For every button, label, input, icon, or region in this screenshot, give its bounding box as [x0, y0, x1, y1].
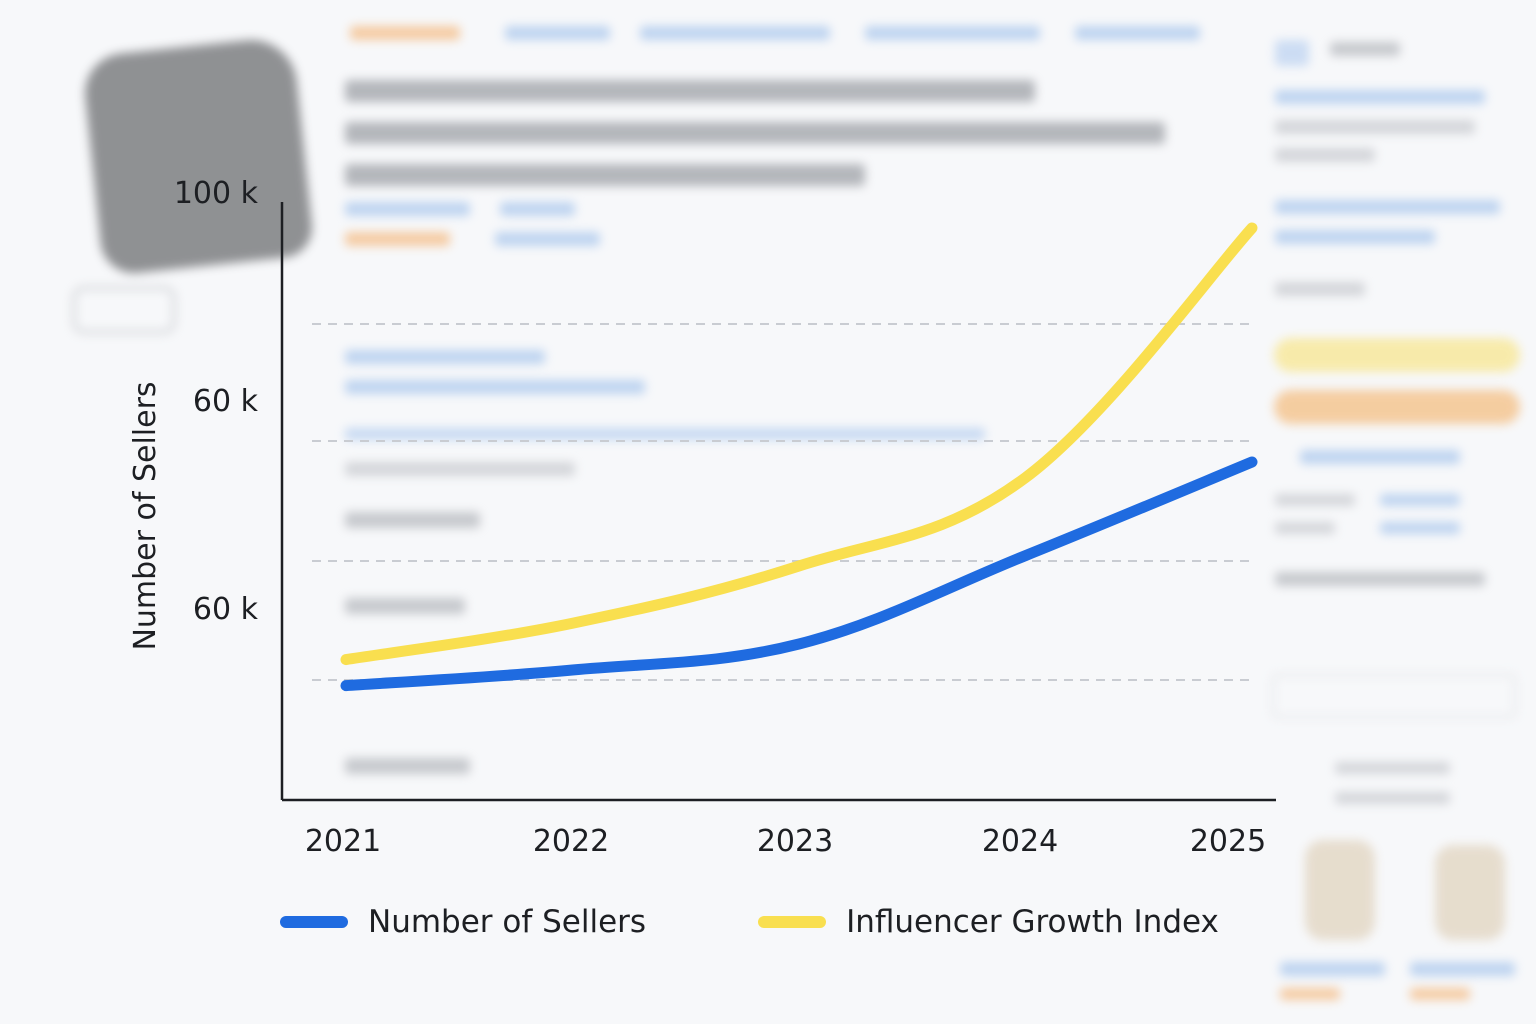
axes: [280, 202, 1276, 802]
series-lines: [340, 222, 1258, 692]
grid-lines: [312, 323, 1250, 681]
y-axis-title: Number of Sellers: [128, 381, 163, 650]
x-tick-label-2024: 2024: [982, 824, 1058, 859]
x-tick-label-2021: 2021: [305, 824, 381, 859]
y-tick-label-1: 100 k: [174, 176, 259, 211]
legend-item-sellers: Number of Sellers: [280, 904, 646, 940]
y-tick-label-2: 60 k: [193, 384, 259, 419]
chart-legend: Number of Sellers Influencer Growth Inde…: [280, 898, 1331, 946]
series-line-influencer: [340, 222, 1258, 666]
tick-labels: 2021 2022 2023 2024 2025 100 k 60 k 60 k: [174, 176, 1266, 859]
legend-swatch-influencer: [758, 916, 827, 928]
legend-label-influencer: Influencer Growth Index: [846, 904, 1219, 940]
series-line-sellers: [340, 456, 1258, 692]
y-tick-label-3: 60 k: [193, 592, 259, 627]
legend-label-sellers: Number of Sellers: [368, 904, 647, 940]
x-tick-label-2022: 2022: [533, 824, 609, 859]
x-tick-label-2023: 2023: [757, 824, 833, 859]
x-tick-label-2025: 2025: [1190, 824, 1266, 859]
legend-swatch-sellers: [280, 916, 348, 928]
legend-item-influencer: Influencer Growth Index: [758, 904, 1219, 940]
